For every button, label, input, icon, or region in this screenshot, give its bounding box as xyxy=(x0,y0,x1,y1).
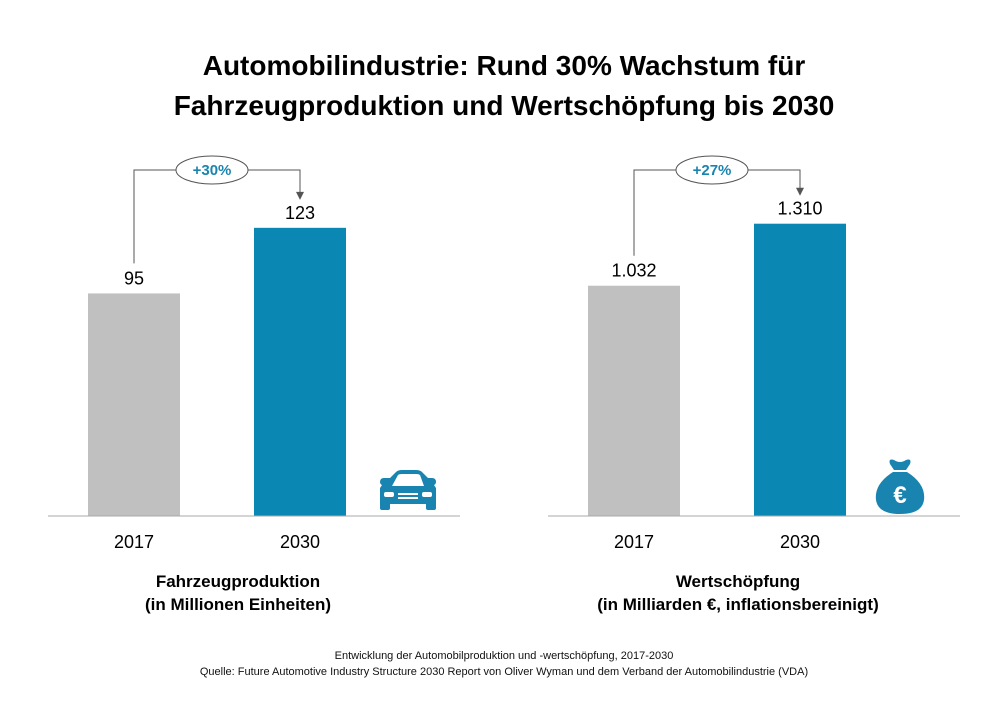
bar-value-2030: 1.310 xyxy=(777,199,822,219)
tick-label-2017: 2017 xyxy=(614,532,654,552)
change-arrowhead xyxy=(296,191,304,200)
bar-2030 xyxy=(254,227,346,516)
production-caption-line-2: (in Millionen Einheiten) xyxy=(144,595,332,614)
euro-money-bag-icon: € xyxy=(875,459,925,514)
value-added-caption-line-1: Wertschöpfung xyxy=(675,572,801,591)
production-axis-caption: Fahrzeugproduktion (in Millionen Einheit… xyxy=(48,570,428,616)
car-icon xyxy=(380,470,436,510)
change-arrowhead xyxy=(796,187,804,196)
bar-value-2030: 123 xyxy=(285,203,315,223)
value-added-axis-caption: Wertschöpfung (in Milliarden €, inflatio… xyxy=(548,570,928,616)
production-chart-plot: +30% 95 123 2017 2030 xyxy=(48,155,460,552)
value-added-chart-plot: +27% 1.032 1.310 2017 2030 € xyxy=(548,155,960,552)
change-badge-label: +27% xyxy=(693,162,732,179)
chart-title: Automobilindustrie: Rund 30% Wachstum fü… xyxy=(0,46,1008,126)
value-added-caption-line-2: (in Milliarden €, inflationsbereinigt) xyxy=(597,595,879,614)
title-line-2: Fahrzeugproduktion und Wertschöpfung bis… xyxy=(173,90,835,121)
footer-source: Quelle: Future Automotive Industry Struc… xyxy=(199,666,809,678)
production-chart: +30% 95 123 2017 2030 Fahrzeugproduktion… xyxy=(48,140,468,620)
change-badge-oval xyxy=(675,155,749,185)
change-badge: +27% xyxy=(675,155,749,185)
change-badge-oval xyxy=(175,155,249,185)
footer-description: Entwicklung der Automobilproduktion und … xyxy=(334,650,674,662)
bar-2017 xyxy=(88,293,180,516)
bar-value-2017: 1.032 xyxy=(611,261,656,281)
footer: Entwicklung der Automobilproduktion und … xyxy=(0,648,1008,680)
bar-2030 xyxy=(754,223,846,516)
svg-text:€: € xyxy=(893,482,906,509)
production-caption-line-1: Fahrzeugproduktion xyxy=(155,572,321,591)
change-badge: +30% xyxy=(175,155,249,185)
tick-label-2030: 2030 xyxy=(780,532,820,552)
tick-label-2030: 2030 xyxy=(280,532,320,552)
bar-value-2017: 95 xyxy=(124,268,144,288)
title-line-1: Automobilindustrie: Rund 30% Wachstum fü… xyxy=(202,50,806,81)
bar-2017 xyxy=(588,285,680,516)
tick-label-2017: 2017 xyxy=(114,532,154,552)
change-badge-label: +30% xyxy=(193,162,232,179)
value-added-chart: +27% 1.032 1.310 2017 2030 € Wertschöpfu… xyxy=(548,140,968,620)
